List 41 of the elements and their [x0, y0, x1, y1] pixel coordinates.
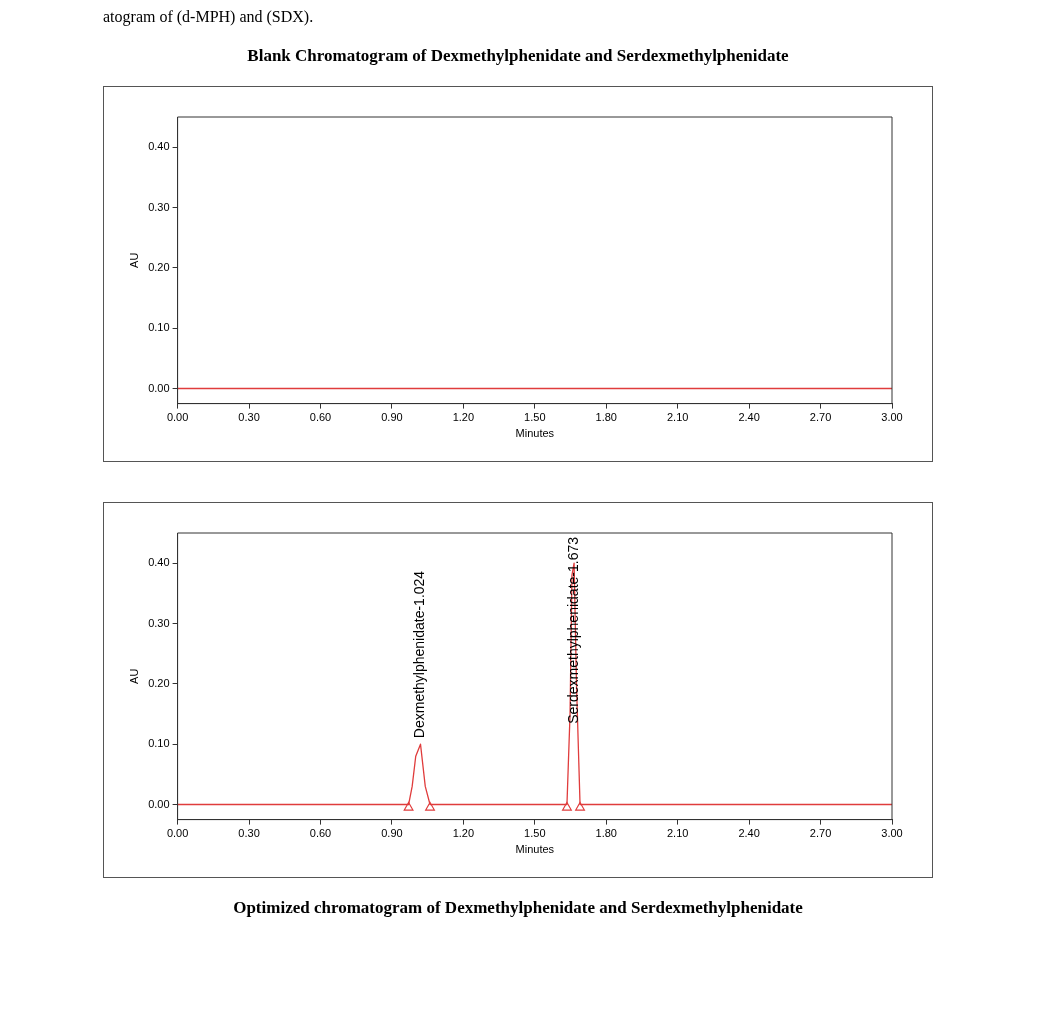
x-tick-label: 0.90 — [381, 827, 403, 840]
x-tick-label: 2.70 — [809, 827, 832, 840]
text: Optimized chromatogram of Dexmethylphenidate and Serdexmethylphenidate — [232, 898, 804, 918]
annotation: Dexmethylphenidate-1.024 — [411, 570, 428, 739]
x-tick-label: 2.40 — [738, 827, 760, 840]
y-tick-label: 0.30 — [148, 200, 170, 213]
x-tick-label: 1.80 — [595, 411, 617, 424]
x-tick-label: 0.30 — [238, 827, 260, 840]
x-tick-label: 2.10 — [666, 411, 689, 424]
text: atogram of (d-MPH) and (SDX). — [103, 8, 315, 26]
x-tick-label: 1.20 — [452, 827, 475, 840]
y-axis-title: AU — [127, 252, 140, 268]
x-tick-label: 0.60 — [309, 827, 332, 840]
y-axis-title: AU — [127, 668, 140, 684]
x-tick-label: 0.00 — [166, 411, 189, 424]
y-tick-label: 0.20 — [148, 260, 170, 273]
x-tick-label: 1.80 — [595, 827, 617, 840]
annotation: Serdexmethylphenidate-1.673 — [564, 536, 581, 724]
x-axis-title: Minutes — [515, 843, 555, 856]
y-tick-label: 0.20 — [148, 676, 170, 689]
x-tick-label: 1.50 — [524, 411, 546, 424]
x-tick-label: 2.10 — [666, 827, 689, 840]
y-tick-label: 0.40 — [148, 140, 170, 153]
x-tick-label: 2.40 — [738, 411, 760, 424]
x-tick-label: 0.30 — [238, 411, 260, 424]
y-tick-label: 0.10 — [148, 737, 170, 750]
x-tick-label: 0.00 — [166, 827, 189, 840]
x-axis-title: Minutes — [515, 427, 555, 440]
y-tick-label: 0.00 — [148, 381, 170, 394]
x-tick-label: 1.50 — [524, 827, 546, 840]
x-tick-label: 0.90 — [381, 411, 403, 424]
x-tick-label: 0.60 — [309, 411, 332, 424]
x-tick-label: 3.00 — [881, 411, 903, 424]
x-tick-label: 1.20 — [452, 411, 475, 424]
x-tick-label: 3.00 — [881, 827, 903, 840]
y-tick-label: 0.30 — [148, 616, 170, 629]
y-tick-label: 0.00 — [148, 797, 170, 810]
chart-title: Blank Chromatogram of Dexmethylphenidate and Serdexmethylphenidate — [246, 46, 790, 66]
x-tick-label: 2.70 — [809, 411, 832, 424]
y-tick-label: 0.40 — [148, 556, 170, 569]
y-tick-label: 0.10 — [148, 321, 170, 334]
